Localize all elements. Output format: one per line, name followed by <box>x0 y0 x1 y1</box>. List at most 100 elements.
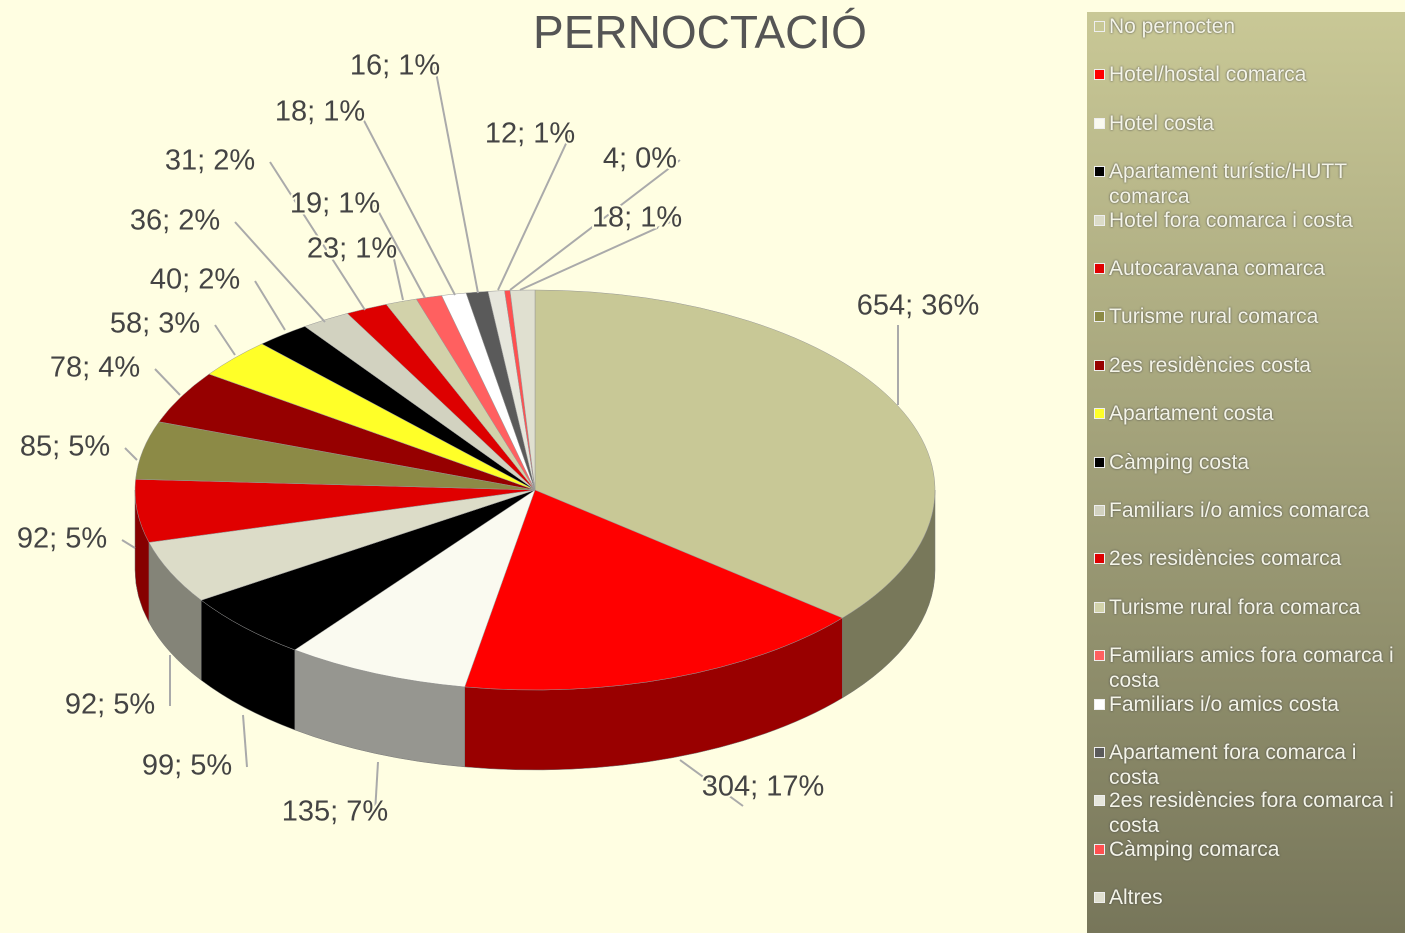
legend-swatch <box>1094 69 1105 81</box>
legend-label: 2es residències costa <box>1109 353 1311 377</box>
legend-item: Turisme rural comarca <box>1094 304 1400 329</box>
legend-label: Autocaravana comarca <box>1109 257 1325 280</box>
leader-line <box>374 761 379 814</box>
legend-item: 2es residències fora comarca i costa <box>1094 788 1400 838</box>
legend-item: Altres <box>1094 885 1400 910</box>
legend: No pernocten Hotel/hostal comarca Hotel co… <box>1087 12 1405 933</box>
slice <box>294 489 536 688</box>
legend-swatch <box>1094 795 1105 807</box>
legend-item: Familiars amics fora comarca i costa <box>1094 643 1400 693</box>
legend-swatch <box>1094 843 1105 855</box>
data-label: 18; 1% <box>275 96 365 128</box>
legend-label: 2es residències comarca <box>1109 547 1342 571</box>
legend-swatch <box>1094 553 1105 565</box>
legend-label: 2es residències fora comarca i costa <box>1109 789 1394 838</box>
legend-label: Familiars i/o amics costa <box>1109 692 1339 716</box>
data-label: 4; 0% <box>603 143 677 175</box>
legend-label: Càmping comarca <box>1109 837 1280 861</box>
legend-label: Familiars amics fora comarca i costa <box>1109 644 1394 693</box>
legend-item: Autocaravana comarca <box>1094 256 1400 281</box>
legend-swatch <box>1094 166 1105 178</box>
legend-swatch <box>1094 747 1105 758</box>
legend-label: Hotel/hostal comarca <box>1109 63 1307 87</box>
legend-label: Turisme rural fora comarca <box>1109 595 1361 619</box>
legend-swatch <box>1094 408 1105 420</box>
legend-label: Familiars i/o amics comarca <box>1109 499 1370 522</box>
legend-item: Hotel fora comarca i costa <box>1094 208 1400 233</box>
leader-line <box>391 249 404 301</box>
legend-item: Apartament fora comarca i costa <box>1094 740 1400 790</box>
data-label: 135; 7% <box>282 796 388 828</box>
legend-swatch <box>1094 117 1105 129</box>
legend-label: Hotel costa <box>1109 111 1215 135</box>
data-label: 31; 2% <box>165 145 255 177</box>
legend-item: Familiars i/o amics costa <box>1094 692 1400 717</box>
legend-swatch <box>1094 311 1105 323</box>
leader-line <box>121 539 136 549</box>
data-label: 92; 5% <box>17 523 107 555</box>
legend-swatch <box>1094 214 1105 226</box>
leader-line <box>359 112 456 296</box>
leader-line <box>254 280 286 331</box>
leader-line <box>214 324 236 356</box>
slice <box>534 289 936 619</box>
data-label: 654; 36% <box>857 290 980 322</box>
legend-label: No pernocten <box>1109 15 1236 38</box>
legend-swatch <box>1094 21 1105 32</box>
data-label: 16; 1% <box>350 50 440 82</box>
slice <box>200 489 536 651</box>
legend-item: 2es residències costa <box>1094 353 1400 378</box>
leader-line <box>234 221 326 323</box>
legend-item: No pernocten <box>1094 14 1400 39</box>
data-label: 12; 1% <box>485 118 575 150</box>
data-label: 19; 1% <box>290 188 380 220</box>
data-label: 23; 1% <box>307 233 397 265</box>
leader-line <box>374 204 426 299</box>
legend-label: Càmping costa <box>1109 450 1250 474</box>
data-label: 304; 17% <box>702 771 825 803</box>
data-label: 92; 5% <box>65 689 155 721</box>
leader-line <box>519 218 678 291</box>
legend-item: Turisme rural fora comarca <box>1094 595 1400 620</box>
legend-label: Turisme rural comarca <box>1109 305 1319 329</box>
legend-swatch <box>1094 892 1105 904</box>
legend-item: Hotel/hostal comarca <box>1094 62 1400 87</box>
legend-item: Apartament costa <box>1094 401 1400 426</box>
legend-swatch <box>1094 698 1105 710</box>
legend-item: 2es residències comarca <box>1094 546 1400 571</box>
legend-item: Apartament turístic/HUTT comarca <box>1094 159 1400 209</box>
legend-label: Apartament fora comarca i costa <box>1109 741 1357 789</box>
chart-title: PERNOCTACIÓ <box>533 6 867 58</box>
legend-item: Càmping costa <box>1094 450 1400 475</box>
leader-line <box>679 759 744 807</box>
chart: PERNOCTACIÓ 654; 36% 304; 17% 135; 7% 99; 5… <box>15 6 981 830</box>
legend-label: Altres <box>1109 886 1163 910</box>
data-label: 40; 2% <box>150 264 240 296</box>
legend-swatch <box>1094 505 1105 516</box>
data-label: 58; 3% <box>110 308 200 340</box>
legend-label: Apartament turístic/HUTT comarca <box>1109 160 1347 209</box>
data-label: 85; 5% <box>20 431 110 463</box>
legend-swatch <box>1094 456 1105 468</box>
data-label: 99; 5% <box>142 750 232 782</box>
legend-label: Apartament costa <box>1109 402 1274 426</box>
legend-item: Càmping comarca <box>1094 837 1400 862</box>
leader-line <box>434 66 479 294</box>
legend-swatch <box>1094 359 1105 371</box>
slice <box>464 489 843 691</box>
legend-item: Hotel costa <box>1094 111 1400 136</box>
data-label: 78; 4% <box>50 352 140 384</box>
leader-line <box>497 134 571 291</box>
data-label: 18; 1% <box>592 202 682 234</box>
leader-line <box>509 159 681 291</box>
legend-item: Familiars i/o amics comarca <box>1094 498 1400 523</box>
leader-line <box>269 161 366 311</box>
legend-swatch <box>1094 263 1105 274</box>
legend-swatch <box>1094 601 1105 613</box>
leader-line <box>242 714 248 768</box>
leader-line <box>124 447 138 461</box>
legend-swatch <box>1094 650 1105 662</box>
slice <box>509 289 536 491</box>
data-label: 36; 2% <box>130 205 220 237</box>
